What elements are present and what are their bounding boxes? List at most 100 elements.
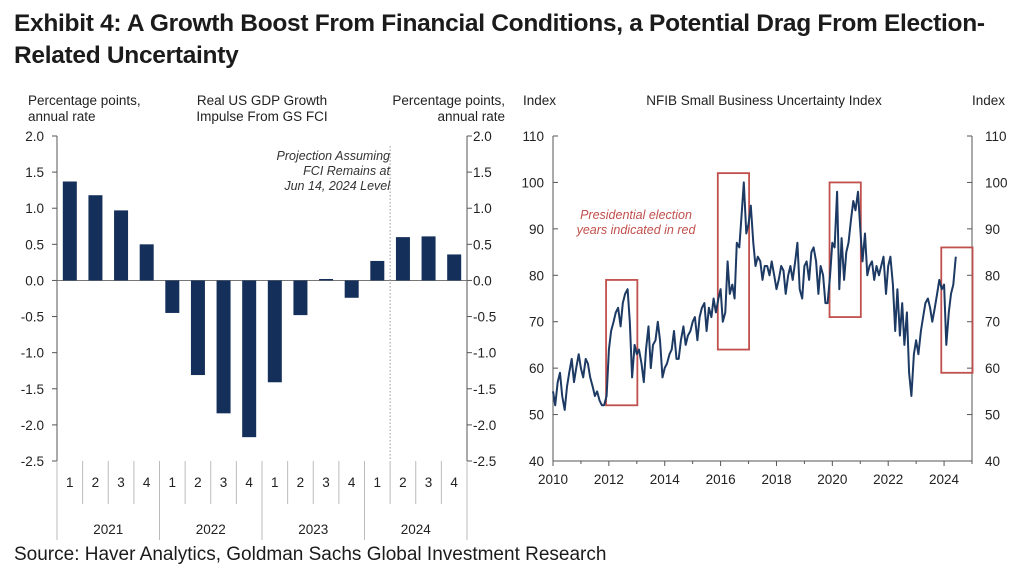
left-axis-label: annual rate [28, 109, 96, 124]
right-y-tick-label: -1.5 [473, 382, 496, 397]
quarter-label: 2 [194, 475, 202, 490]
right-y-tick-label: 90 [985, 222, 1000, 237]
left-y-tick-label: 100 [521, 175, 544, 190]
bar [395, 237, 410, 281]
left-axis-label: Percentage points, [28, 93, 141, 108]
election-annotation: Presidential election [580, 208, 692, 222]
left-y-tick-label: -0.5 [21, 310, 44, 325]
year-label: 2024 [401, 522, 432, 537]
left-y-tick-label: 40 [529, 454, 544, 469]
x-tick-label: 2018 [761, 472, 791, 487]
quarter-label: 2 [399, 475, 407, 490]
bar [165, 280, 180, 313]
left-y-tick-label: 1.0 [25, 201, 44, 216]
bar [242, 280, 257, 438]
projection-annotation: Jun 14, 2024 Level [283, 179, 391, 193]
quarter-label: 3 [425, 475, 433, 490]
quarter-label: 4 [143, 475, 151, 490]
quarter-label: 4 [348, 475, 356, 490]
x-tick-label: 2014 [650, 472, 681, 487]
left-axis-label: Index [523, 93, 556, 108]
chart-title: Real US GDP Growth [197, 93, 327, 108]
uncertainty-index-line [552, 181, 957, 411]
right-y-tick-label: 1.5 [473, 165, 492, 180]
x-tick-label: 2012 [594, 472, 624, 487]
right-y-tick-label: 70 [985, 315, 1000, 330]
right-y-tick-label: 80 [985, 268, 1000, 283]
bar [267, 280, 282, 383]
x-tick-label: 2024 [929, 472, 960, 487]
left-y-tick-label: 0.5 [25, 237, 44, 252]
left-y-tick-label: 0.0 [25, 273, 44, 288]
left-y-tick-label: 90 [529, 222, 544, 237]
bar [421, 236, 436, 281]
chart-title: NFIB Small Business Uncertainty Index [646, 93, 882, 108]
bar [344, 280, 359, 298]
source-note: Source: Haver Analytics, Goldman Sachs G… [14, 544, 607, 565]
election-annotation: years indicated in red [576, 223, 697, 237]
x-tick-label: 2022 [873, 472, 903, 487]
projection-annotation: Projection Assuming [277, 149, 391, 163]
left-y-tick-label: -2.5 [21, 454, 44, 469]
right-axis-label: annual rate [437, 109, 505, 124]
right-y-tick-label: -1.0 [473, 346, 496, 361]
quarter-label: 1 [271, 475, 279, 490]
left-y-tick-label: 50 [529, 408, 544, 423]
bar [293, 280, 308, 316]
election-year-box [605, 279, 639, 407]
year-label: 2023 [298, 522, 328, 537]
quarter-label: 2 [92, 475, 100, 490]
right-axis-label: Index [972, 93, 1005, 108]
bar [88, 195, 103, 281]
right-axis-label: Percentage points, [392, 93, 505, 108]
bar [370, 260, 385, 281]
right-y-tick-label: 50 [985, 408, 1000, 423]
bar [139, 244, 154, 281]
right-y-tick-label: -2.5 [473, 454, 496, 469]
left-y-tick-label: 1.5 [25, 165, 44, 180]
right-y-tick-label: 110 [985, 129, 1007, 144]
bar [447, 254, 462, 281]
right-y-tick-label: 0.0 [473, 273, 492, 288]
left-y-tick-label: 80 [529, 268, 544, 283]
quarter-label: 4 [450, 475, 458, 490]
election-year-box [940, 246, 974, 374]
exhibit-title: Exhibit 4: A Growth Boost From Financial… [14, 10, 985, 69]
x-tick-label: 2010 [538, 472, 568, 487]
quarter-label: 3 [117, 475, 125, 490]
bar [114, 210, 129, 281]
x-tick-label: 2016 [706, 472, 736, 487]
left-y-tick-label: -1.0 [21, 346, 44, 361]
projection-annotation: FCI Remains at [303, 164, 390, 178]
quarter-label: 1 [169, 475, 177, 490]
right-y-tick-label: 40 [985, 454, 1000, 469]
left-y-tick-label: 2.0 [25, 129, 44, 144]
quarter-label: 2 [297, 475, 305, 490]
bar [216, 280, 231, 414]
right-y-tick-label: 100 [985, 175, 1008, 190]
right-y-tick-label: 60 [985, 361, 1000, 376]
right-y-tick-label: 2.0 [473, 129, 492, 144]
election-year-box [716, 172, 750, 351]
year-label: 2021 [93, 522, 123, 537]
x-tick-label: 2020 [817, 472, 847, 487]
left-y-tick-label: 70 [529, 315, 544, 330]
right-y-tick-label: -0.5 [473, 310, 496, 325]
line-chart-nfib-uncertainty: Index NFIB Small Business Uncertainty Ind… [521, 93, 1008, 487]
chart-title: Impulse From GS FCI [196, 109, 327, 124]
left-y-tick-label: -1.5 [21, 382, 44, 397]
left-y-tick-label: 60 [529, 361, 544, 376]
bar [62, 181, 77, 281]
quarter-label: 1 [374, 475, 382, 490]
left-y-tick-label: -2.0 [21, 418, 44, 433]
bar [190, 280, 205, 376]
left-y-tick-label: 110 [522, 129, 544, 144]
right-y-tick-label: 1.0 [473, 201, 492, 216]
quarter-label: 3 [220, 475, 228, 490]
quarter-label: 4 [245, 475, 253, 490]
quarter-label: 1 [66, 475, 74, 490]
right-y-tick-label: 0.5 [473, 237, 492, 252]
quarter-label: 3 [322, 475, 330, 490]
bar [319, 279, 334, 281]
